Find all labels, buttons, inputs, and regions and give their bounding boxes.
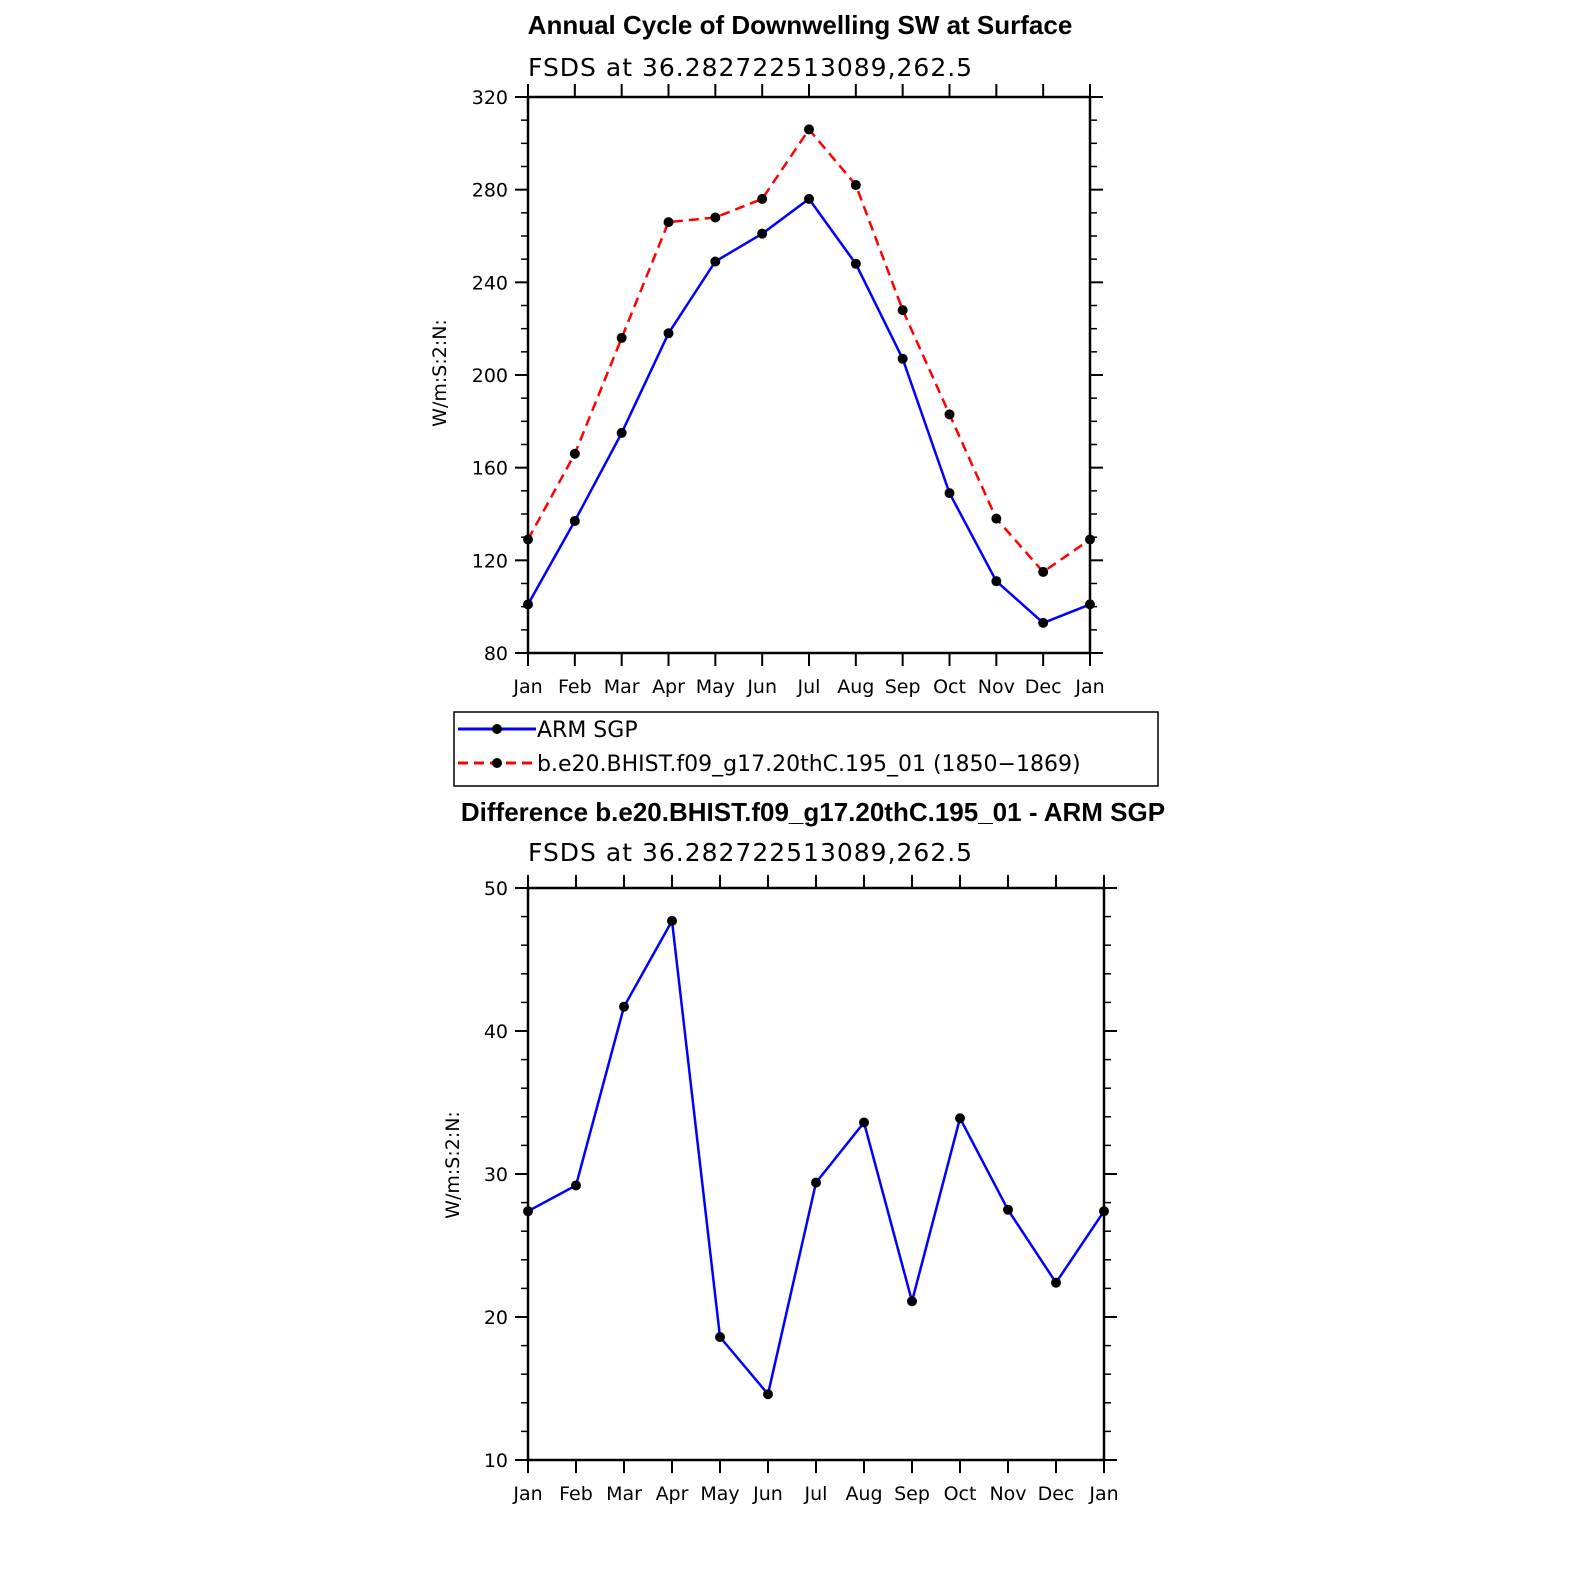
legend-marker-model (492, 758, 502, 768)
data-point-1 (944, 409, 955, 420)
x-tick-label: Jul (797, 676, 821, 698)
data-point-0 (715, 1332, 725, 1343)
x-tick-label: Apr (656, 1483, 689, 1505)
data-point-1 (991, 513, 1002, 524)
x-tick-label: Dec (1025, 676, 1062, 698)
plot-series (523, 915, 1109, 1400)
x-tick-label: Jan (1074, 676, 1104, 698)
plot-series (523, 124, 1095, 628)
legend-label-model: b.e20.BHIST.f09_g17.20thC.195_01 (1850−1… (537, 752, 1081, 777)
data-point-0 (663, 328, 674, 339)
data-point-0 (619, 1001, 629, 1012)
data-point-0 (1051, 1277, 1061, 1288)
x-tick-label: Sep (894, 1483, 930, 1505)
data-point-0 (1038, 617, 1049, 628)
y-tick-label: 40 (484, 1021, 508, 1043)
y-tick-label: 20 (484, 1307, 508, 1329)
y-axis-label: W/m:S:2:N: (429, 319, 451, 427)
legend-label-arm-sgp: ARM SGP (537, 718, 638, 743)
data-point-0 (850, 258, 861, 269)
x-tick-label: Nov (978, 676, 1015, 698)
x-tick-label: Aug (837, 676, 874, 698)
data-point-0 (667, 915, 677, 926)
x-tick-label: Mar (604, 676, 640, 698)
series-line-0 (527, 919, 1106, 1396)
y-tick-label: 80 (484, 643, 508, 665)
x-tick-label: Jan (512, 1483, 542, 1505)
plot-frame (526, 886, 1106, 1462)
data-point-0 (991, 576, 1002, 587)
x-tick-label: Mar (606, 1483, 642, 1505)
x-tick-label: Jun (752, 1483, 783, 1505)
data-point-1 (569, 448, 580, 459)
data-point-0 (571, 1180, 581, 1191)
data-point-1 (710, 212, 721, 223)
y-tick-label: 120 (472, 550, 508, 572)
axis-ticks (515, 875, 1117, 1473)
y-tick-label: 10 (484, 1450, 508, 1472)
data-point-0 (944, 488, 955, 499)
chart-subtitle: FSDS at 36.282722513089,262.5 (528, 838, 973, 867)
y-tick-label: 50 (484, 878, 508, 900)
y-tick-label: 240 (472, 272, 508, 294)
y-tick-label: 320 (472, 87, 508, 109)
x-tick-label: Jun (746, 676, 777, 698)
y-tick-label: 160 (472, 458, 508, 480)
y-tick-label: 280 (472, 180, 508, 202)
annual-cycle-chart: Annual Cycle of Downwelling SW at Surfac… (429, 10, 1105, 698)
legend: ARM SGP b.e20.BHIST.f09_g17.20thC.195_01… (453, 711, 1159, 787)
chart-title: Annual Cycle of Downwelling SW at Surfac… (528, 10, 1073, 40)
data-point-0 (811, 1177, 821, 1188)
x-tick-label: Jul (804, 1483, 828, 1505)
data-point-0 (804, 193, 814, 204)
data-point-1 (897, 305, 908, 316)
series-line-0 (526, 197, 1091, 625)
x-tick-label: May (696, 676, 735, 698)
data-point-0 (710, 256, 721, 267)
data-point-1 (663, 217, 674, 228)
x-tick-label: May (700, 1483, 739, 1505)
x-tick-label: Sep (885, 676, 921, 698)
legend-box (453, 711, 1159, 787)
plot-frame (526, 95, 1092, 655)
tick-labels: Jan Feb Mar Apr May Jun Jul Aug Sep Oct Nov Dec Jan8… (472, 87, 1105, 698)
y-axis-label: W/m:S:2:N: (442, 1111, 464, 1219)
y-tick-label: 30 (484, 1164, 508, 1186)
data-point-0 (955, 1113, 965, 1124)
y-tick-label: 200 (472, 365, 508, 387)
difference-chart: Difference b.e20.BHIST.f09_g17.20thC.195… (442, 797, 1165, 1505)
chart-subtitle: FSDS at 36.282722513089,262.5 (528, 53, 973, 82)
chart-title: Difference b.e20.BHIST.f09_g17.20thC.195… (461, 797, 1165, 827)
data-point-0 (1003, 1204, 1013, 1215)
x-tick-label: Jan (1088, 1483, 1118, 1505)
data-point-1 (1038, 566, 1049, 577)
x-tick-label: Feb (558, 676, 592, 698)
x-tick-label: Apr (652, 676, 685, 698)
data-point-1 (804, 124, 814, 135)
data-point-0 (616, 427, 627, 438)
x-tick-label: Nov (989, 1483, 1026, 1505)
x-tick-label: Dec (1038, 1483, 1075, 1505)
data-point-0 (897, 353, 908, 364)
x-tick-label: Feb (559, 1483, 593, 1505)
x-tick-label: Jan (512, 676, 542, 698)
legend-marker-arm-sgp (492, 724, 502, 734)
data-point-0 (859, 1117, 869, 1128)
data-point-1 (757, 193, 768, 204)
data-point-0 (907, 1296, 917, 1307)
data-point-1 (850, 180, 861, 191)
tick-labels: Jan Feb Mar Apr May Jun Jul Aug Sep Oct Nov Dec Jan1… (484, 878, 1119, 1505)
data-point-1 (616, 332, 627, 343)
x-tick-label: Aug (845, 1483, 882, 1505)
data-point-0 (757, 228, 768, 239)
x-tick-label: Oct (933, 676, 966, 698)
data-point-0 (569, 515, 580, 526)
axis-ticks (515, 84, 1103, 666)
data-point-0 (763, 1389, 773, 1400)
x-tick-label: Oct (944, 1483, 977, 1505)
